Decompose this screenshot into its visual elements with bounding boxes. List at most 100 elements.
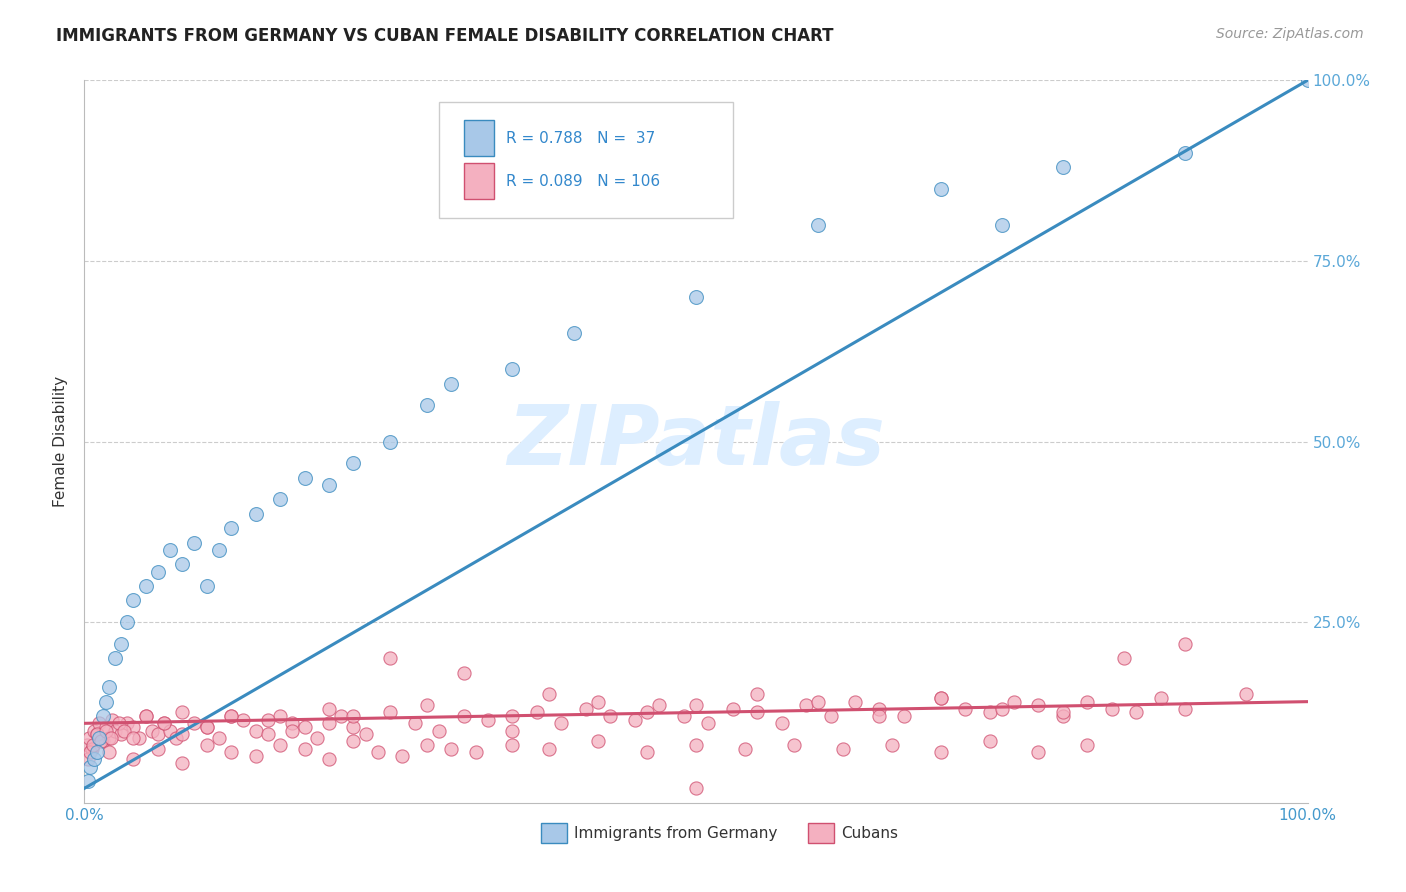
Point	[685, 781, 707, 796]
Point	[232, 713, 254, 727]
Point	[122, 731, 145, 745]
Point	[82, 738, 104, 752]
Point	[91, 734, 114, 748]
Point	[538, 687, 561, 701]
Point	[1174, 637, 1197, 651]
Point	[77, 731, 100, 745]
Point	[281, 716, 304, 731]
Point	[219, 709, 242, 723]
Bar	[464, 120, 494, 156]
Point	[159, 542, 181, 557]
Point	[880, 738, 903, 752]
Point	[391, 748, 413, 763]
Point	[77, 774, 100, 789]
Point	[697, 716, 720, 731]
Point	[367, 745, 389, 759]
Text: Immigrants from Germany: Immigrants from Germany	[574, 826, 778, 840]
Point	[844, 695, 866, 709]
Point	[86, 727, 108, 741]
Point	[1296, 73, 1319, 87]
Point	[101, 713, 124, 727]
Point	[135, 709, 157, 723]
Point	[122, 752, 145, 766]
Point	[1076, 738, 1098, 752]
Point	[208, 542, 231, 557]
Point	[477, 713, 499, 727]
Point	[575, 702, 598, 716]
Point	[165, 731, 187, 745]
Point	[624, 713, 647, 727]
Point	[135, 709, 157, 723]
Text: R = 0.788   N =  37: R = 0.788 N = 37	[506, 130, 655, 145]
Point	[538, 741, 561, 756]
Point	[794, 698, 817, 713]
Point	[464, 745, 486, 759]
Point	[104, 723, 127, 738]
Point	[991, 702, 1014, 716]
Point	[1076, 695, 1098, 709]
Point	[269, 492, 291, 507]
Point	[172, 558, 194, 572]
Point	[831, 741, 853, 756]
Point	[104, 651, 127, 665]
Text: IMMIGRANTS FROM GERMANY VS CUBAN FEMALE DISABILITY CORRELATION CHART: IMMIGRANTS FROM GERMANY VS CUBAN FEMALE …	[56, 27, 834, 45]
Point	[416, 698, 439, 713]
Point	[747, 706, 769, 720]
Point	[380, 706, 402, 720]
Point	[1002, 695, 1025, 709]
Point	[305, 731, 328, 745]
Point	[636, 706, 658, 720]
Point	[135, 579, 157, 593]
Point	[734, 741, 756, 756]
Point	[79, 745, 101, 759]
Point	[1028, 698, 1050, 713]
Point	[245, 748, 267, 763]
Point	[599, 709, 621, 723]
Point	[318, 752, 340, 766]
Point	[159, 723, 181, 738]
Point	[79, 760, 101, 774]
Point	[294, 471, 316, 485]
Point	[122, 593, 145, 607]
Point	[115, 615, 138, 630]
Point	[1150, 691, 1173, 706]
Point	[502, 738, 524, 752]
Point	[380, 651, 402, 665]
Point	[929, 691, 952, 706]
Point	[97, 745, 120, 759]
Point	[86, 727, 108, 741]
Point	[96, 720, 118, 734]
Point	[1052, 706, 1074, 720]
Point	[1101, 702, 1123, 716]
Text: R = 0.089   N = 106: R = 0.089 N = 106	[506, 174, 661, 189]
Point	[342, 456, 364, 470]
Point	[685, 290, 707, 304]
Point	[562, 326, 585, 341]
Point	[685, 698, 707, 713]
Point	[820, 709, 842, 723]
Point	[146, 741, 169, 756]
Point	[783, 738, 806, 752]
Point	[502, 709, 524, 723]
Point	[269, 738, 291, 752]
Point	[330, 709, 353, 723]
Point	[112, 723, 135, 738]
Point	[502, 362, 524, 376]
Point	[440, 376, 463, 391]
Point	[110, 727, 132, 741]
Point	[648, 698, 671, 713]
Point	[416, 398, 439, 412]
Point	[83, 723, 105, 738]
Point	[195, 720, 218, 734]
Point	[195, 579, 218, 593]
Point	[80, 741, 103, 756]
Point	[380, 434, 402, 449]
Point	[208, 731, 231, 745]
Point	[318, 716, 340, 731]
Point	[257, 727, 280, 741]
Point	[219, 745, 242, 759]
Point	[869, 702, 891, 716]
Text: ZIPatlas: ZIPatlas	[508, 401, 884, 482]
Point	[929, 691, 952, 706]
Point	[141, 723, 163, 738]
